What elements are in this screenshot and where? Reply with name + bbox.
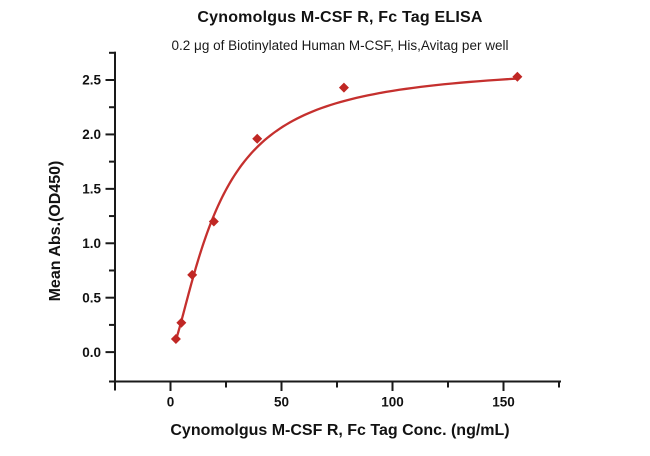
x-tick-label: 50: [274, 395, 289, 410]
y-tick-label: 2.0: [82, 127, 101, 142]
axes: [105, 51, 561, 391]
chart-subtitle: 0.2 μg of Biotinylated Human M-CSF, His,…: [171, 38, 509, 53]
data-point: [512, 71, 523, 82]
fit-curve: [174, 77, 519, 342]
data-point: [187, 269, 198, 280]
y-tick-label: 2.5: [82, 73, 101, 88]
data-point: [176, 317, 187, 328]
tick-labels: 0 50 100 150 0.0 0.5 1.0 1.5 2.0 2.5: [82, 73, 515, 410]
data-point: [208, 216, 219, 227]
y-tick-label: 0.5: [82, 290, 101, 305]
x-tick-label: 0: [167, 395, 175, 410]
x-tick-label: 100: [381, 395, 404, 410]
chart-title: Cynomolgus M-CSF R, Fc Tag ELISA: [197, 9, 483, 26]
x-axis-label: Cynomolgus M-CSF R, Fc Tag Conc. (ng/mL): [170, 422, 510, 439]
data-point: [170, 334, 181, 345]
data-point: [252, 133, 263, 144]
y-tick-label: 1.0: [82, 236, 101, 251]
data-point: [338, 82, 349, 93]
x-tick-label: 150: [492, 395, 515, 410]
y-tick-label: 0.0: [82, 345, 101, 360]
y-axis-label: Mean Abs.(OD450): [47, 160, 64, 302]
data-points: [170, 71, 523, 345]
y-tick-label: 1.5: [82, 182, 101, 197]
